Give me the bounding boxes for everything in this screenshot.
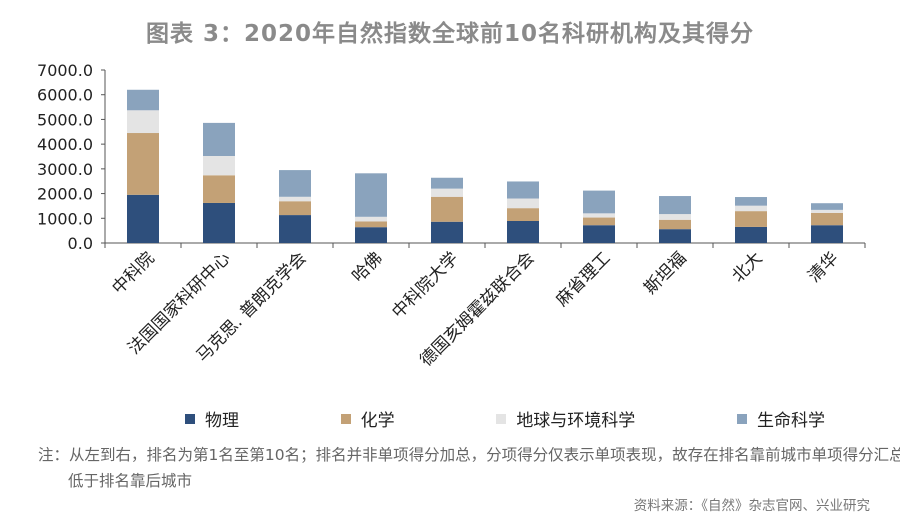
bar-segment-0 [279, 215, 311, 243]
bar-segment-1 [583, 217, 615, 226]
legend-item-chemistry: 化学 [340, 406, 395, 431]
bar-segment-1 [127, 133, 159, 195]
legend-swatch-earth-env [496, 413, 507, 424]
x-tick-label: 麻省理工 [552, 248, 614, 310]
stacked-bar-chart: 0.0 1000.0 2000.0 3000.0 4000.0 5000.0 6000.0 7… [37, 61, 866, 371]
source-credit: 资料来源：《自然》杂志官网、兴业研究 [633, 498, 870, 514]
y-tick-label: 6000.0 [37, 86, 93, 105]
legend-label-earth-env: 地球与环境科学 [516, 411, 636, 431]
bar-segment-3 [507, 181, 539, 199]
y-tick-label: 7000.0 [37, 61, 93, 80]
y-tick-label: 5000.0 [37, 110, 93, 129]
bar-segment-0 [507, 221, 539, 243]
x-tick-label: 中科院大学 [388, 248, 462, 322]
bar-segment-0 [811, 225, 843, 243]
bar-segment-0 [735, 226, 767, 243]
bar-segment-2 [127, 110, 159, 134]
bar-segment-0 [127, 194, 159, 243]
x-tick-label: 中科院 [108, 248, 158, 298]
bar-segment-3 [127, 89, 159, 111]
x-tick-label: 斯坦福 [640, 248, 690, 298]
bar-segment-2 [431, 188, 463, 197]
bar-segment-3 [583, 190, 615, 214]
bar-segment-1 [811, 212, 843, 226]
bar-segment-3 [811, 203, 843, 210]
bar-segment-2 [203, 156, 235, 176]
bar-segment-1 [355, 221, 387, 228]
chart-title: 图表 3：2020年自然指数全球前10名科研机构及其得分 [145, 21, 755, 47]
legend: 物理 化学 地球与环境科学 生命科学 [185, 406, 825, 431]
bar-segment-0 [431, 221, 463, 243]
bar-segment-1 [735, 211, 767, 227]
bar-segment-2 [735, 205, 767, 212]
bar-segment-0 [355, 227, 387, 243]
bar-segment-1 [507, 208, 539, 222]
bar-segment-2 [507, 198, 539, 209]
y-tick-label: 4000.0 [37, 135, 93, 154]
footnote: 注：从左到右，排名为第1名至第10名；排名并非单项得分加总，分项得分仅表示单项表… [38, 446, 900, 490]
legend-swatch-chemistry [340, 413, 351, 424]
bar-segment-2 [355, 216, 387, 222]
bar-segment-2 [279, 196, 311, 202]
bar-segment-0 [203, 202, 235, 243]
bar-segment-3 [279, 170, 311, 197]
bar-segment-0 [583, 225, 615, 243]
legend-item-earth-env: 地球与环境科学 [496, 406, 635, 431]
legend-item-life-science: 生命科学 [736, 406, 825, 431]
bar-segment-3 [431, 177, 463, 189]
legend-swatch-physics [185, 413, 195, 424]
bar-segment-1 [279, 201, 311, 216]
legend-item-physics: 物理 [185, 406, 239, 431]
x-tick-label: 哈佛 [348, 248, 386, 286]
bar-segment-3 [735, 197, 767, 206]
bar-segment-1 [203, 175, 235, 203]
x-tick-label: 清华 [804, 248, 842, 286]
legend-swatch-life-science [736, 413, 747, 424]
legend-label-life-science: 生命科学 [756, 411, 825, 431]
x-tick-label: 北大 [728, 248, 766, 286]
legend-label-chemistry: 化学 [360, 411, 395, 431]
y-tick-label: 0.0 [68, 234, 93, 253]
y-tick-label: 2000.0 [37, 185, 93, 204]
bar-segment-0 [659, 229, 691, 243]
bar-segment-2 [811, 209, 843, 213]
bar-segment-3 [203, 122, 235, 157]
bar-segment-1 [431, 196, 463, 222]
bar-segment-3 [355, 173, 387, 217]
bar-segment-3 [659, 196, 691, 215]
bar-segment-1 [659, 219, 691, 230]
y-tick-label: 3000.0 [37, 160, 93, 179]
bar-segment-2 [583, 213, 615, 218]
y-tick-label: 1000.0 [37, 209, 93, 228]
bar-segment-2 [659, 214, 691, 220]
legend-label-physics: 物理 [205, 411, 239, 431]
